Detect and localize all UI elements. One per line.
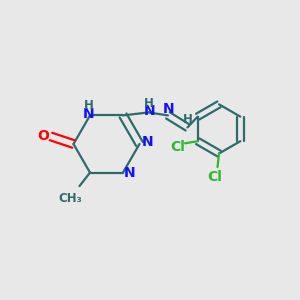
Text: H: H bbox=[84, 99, 94, 112]
Text: H: H bbox=[144, 97, 154, 110]
Text: CH₃: CH₃ bbox=[58, 192, 82, 205]
Text: H: H bbox=[183, 112, 193, 125]
Text: N: N bbox=[142, 136, 153, 149]
Text: Cl: Cl bbox=[170, 140, 185, 154]
Text: N: N bbox=[143, 104, 155, 118]
Text: O: O bbox=[38, 129, 50, 143]
Text: N: N bbox=[83, 106, 94, 121]
Text: N: N bbox=[163, 102, 175, 116]
Text: Cl: Cl bbox=[208, 170, 223, 184]
Text: N: N bbox=[124, 167, 135, 181]
